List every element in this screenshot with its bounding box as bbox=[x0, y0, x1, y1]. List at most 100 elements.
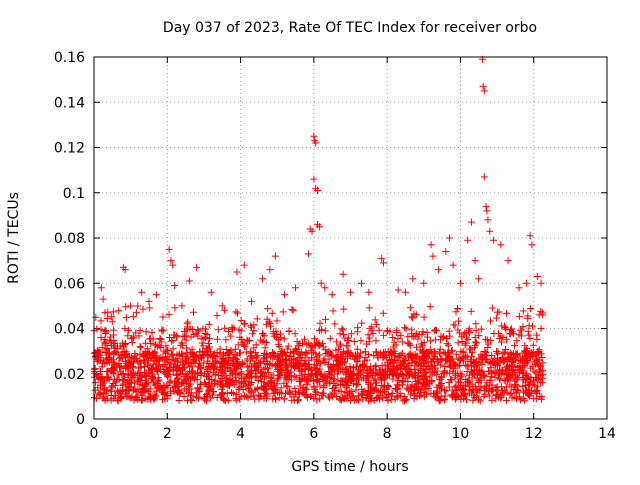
data-point bbox=[143, 354, 151, 362]
data-point bbox=[121, 325, 129, 333]
data-point bbox=[235, 326, 243, 334]
data-point bbox=[310, 385, 318, 393]
data-point bbox=[180, 392, 188, 400]
data-point bbox=[97, 326, 105, 334]
data-point bbox=[486, 317, 494, 325]
data-point bbox=[411, 389, 419, 397]
data-point bbox=[233, 309, 241, 317]
data-point bbox=[239, 339, 247, 347]
data-point bbox=[327, 371, 335, 379]
data-point bbox=[502, 383, 510, 391]
data-point bbox=[504, 362, 512, 370]
data-point bbox=[326, 378, 334, 386]
data-point bbox=[236, 395, 244, 403]
data-point bbox=[316, 319, 324, 327]
data-point bbox=[166, 334, 174, 342]
data-point bbox=[290, 350, 298, 358]
data-point bbox=[340, 305, 348, 313]
data-point bbox=[232, 308, 240, 316]
data-point bbox=[445, 327, 453, 335]
data-point bbox=[426, 337, 434, 345]
data-point bbox=[104, 374, 112, 382]
data-point bbox=[288, 305, 296, 313]
data-point bbox=[433, 390, 441, 398]
data-point bbox=[277, 334, 285, 342]
data-point bbox=[235, 383, 243, 391]
data-point bbox=[533, 272, 541, 280]
data-point bbox=[455, 355, 463, 363]
data-point bbox=[482, 335, 490, 343]
data-point bbox=[321, 346, 329, 354]
data-point bbox=[519, 388, 527, 396]
data-point bbox=[271, 361, 279, 369]
data-point bbox=[209, 388, 217, 396]
data-point bbox=[515, 312, 523, 320]
data-point bbox=[120, 376, 128, 384]
data-point bbox=[96, 389, 104, 397]
data-point bbox=[521, 342, 529, 350]
data-point bbox=[267, 352, 275, 360]
data-point bbox=[260, 382, 268, 390]
data-point bbox=[272, 327, 280, 335]
data-point bbox=[273, 376, 281, 384]
data-point bbox=[229, 389, 237, 397]
data-point bbox=[185, 277, 193, 285]
data-point bbox=[317, 326, 325, 334]
data-point bbox=[127, 367, 135, 375]
data-point bbox=[100, 379, 108, 387]
data-point bbox=[244, 337, 252, 345]
data-point bbox=[441, 349, 449, 357]
data-point bbox=[497, 366, 505, 374]
data-point bbox=[106, 336, 114, 344]
data-point bbox=[213, 394, 221, 402]
data-point bbox=[103, 355, 111, 363]
data-point bbox=[175, 351, 183, 359]
data-point bbox=[310, 175, 318, 183]
data-point bbox=[187, 392, 195, 400]
data-point bbox=[355, 392, 363, 400]
data-point bbox=[456, 279, 464, 287]
data-point bbox=[189, 358, 197, 366]
data-point bbox=[369, 329, 377, 337]
data-point bbox=[187, 389, 195, 397]
data-point bbox=[401, 395, 409, 403]
data-point bbox=[467, 218, 475, 226]
data-point bbox=[349, 380, 357, 388]
data-point bbox=[171, 304, 179, 312]
data-point bbox=[422, 354, 430, 362]
data-point bbox=[253, 372, 261, 380]
data-point bbox=[426, 303, 434, 311]
data-point bbox=[154, 374, 162, 382]
data-point bbox=[451, 389, 459, 397]
data-point bbox=[296, 382, 304, 390]
data-point bbox=[391, 356, 399, 364]
data-point bbox=[383, 385, 391, 393]
data-point bbox=[499, 333, 507, 341]
data-point bbox=[499, 353, 507, 361]
data-point bbox=[323, 374, 331, 382]
data-point bbox=[513, 376, 521, 384]
data-point bbox=[314, 186, 322, 194]
data-point bbox=[204, 367, 212, 375]
data-point bbox=[251, 395, 259, 403]
data-point bbox=[260, 355, 268, 363]
data-point bbox=[343, 368, 351, 376]
data-point bbox=[233, 365, 241, 373]
data-point bbox=[180, 360, 188, 368]
data-point bbox=[389, 343, 397, 351]
data-point bbox=[225, 356, 233, 364]
data-point bbox=[430, 369, 438, 377]
data-point bbox=[511, 363, 519, 371]
data-point bbox=[512, 380, 520, 388]
data-point bbox=[107, 313, 115, 321]
data-point bbox=[480, 173, 488, 181]
data-point bbox=[440, 348, 448, 356]
data-point bbox=[247, 389, 255, 397]
data-point bbox=[138, 391, 146, 399]
data-point bbox=[193, 370, 201, 378]
data-point bbox=[313, 339, 321, 347]
data-point bbox=[274, 352, 282, 360]
data-point bbox=[137, 359, 145, 367]
data-point bbox=[533, 389, 541, 397]
data-point bbox=[270, 382, 278, 390]
